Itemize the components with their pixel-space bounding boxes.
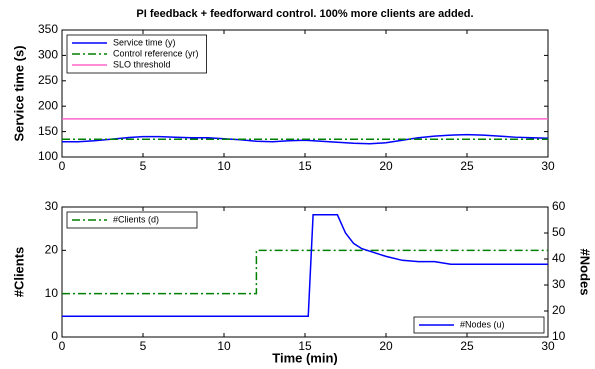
- x-axis-label: Time (min): [272, 350, 338, 365]
- x-tick-label: 0: [59, 339, 66, 353]
- y-tick-label: 150: [38, 124, 58, 138]
- y-tick-label: 200: [38, 98, 58, 112]
- y-tick-label: 10: [45, 286, 59, 300]
- y-tick-label: 350: [38, 22, 58, 36]
- plot-area: [61, 206, 549, 338]
- legend-box: [413, 316, 545, 334]
- legend-label: #Nodes (u): [460, 319, 505, 329]
- legend: #Clients (d): [66, 211, 198, 229]
- x-tick-label: 5: [140, 159, 147, 173]
- y2-axis-label: #Nodes: [578, 249, 593, 296]
- x-tick-label: 25: [460, 159, 474, 173]
- legend-label: Service time (y): [113, 37, 176, 47]
- series-line: [62, 133, 549, 145]
- y2-tick-label: 20: [552, 303, 566, 317]
- legend-label: Control reference (yr): [113, 48, 199, 58]
- x-tick-label: 20: [379, 159, 393, 173]
- y2-tick-label: 60: [552, 199, 566, 213]
- x-tick-label: 0: [59, 159, 66, 173]
- chart-title: PI feedback + feedforward control. 100% …: [136, 8, 473, 20]
- y-tick-label: 300: [38, 48, 58, 62]
- legend-box: [66, 211, 198, 229]
- x-tick-label: 10: [217, 159, 231, 173]
- x-tick-label: 25: [460, 339, 474, 353]
- y-tick-label: 20: [45, 243, 59, 257]
- x-tick-label: 20: [379, 339, 393, 353]
- legend: Service time (y)Control reference (yr)SL…: [66, 34, 207, 74]
- x-tick-label: 10: [217, 339, 231, 353]
- x-tick-label: 30: [541, 339, 555, 353]
- series-line: [62, 214, 548, 317]
- legend-label: #Clients (d): [113, 214, 159, 224]
- legend-label: SLO threshold: [113, 59, 171, 69]
- y2-tick-label: 10: [552, 329, 566, 343]
- x-tick-label: 15: [298, 159, 312, 173]
- series-line: [62, 249, 548, 295]
- y2-tick-label: 50: [552, 225, 566, 239]
- x-tick-label: 15: [298, 339, 312, 353]
- x-tick-label: 5: [140, 339, 147, 353]
- y2-tick-label: 30: [552, 277, 566, 291]
- y-tick-label: 100: [38, 149, 58, 163]
- y-tick-label: 0: [51, 329, 58, 343]
- x-tick-label: 30: [541, 159, 555, 173]
- legend: #Nodes (u): [413, 316, 545, 334]
- y-axis-label: #Clients: [11, 247, 26, 298]
- y-tick-label: 250: [38, 73, 58, 87]
- y-tick-label: 30: [45, 199, 59, 213]
- y-axis-label: Service time (s): [11, 45, 26, 141]
- y2-tick-label: 40: [552, 251, 566, 265]
